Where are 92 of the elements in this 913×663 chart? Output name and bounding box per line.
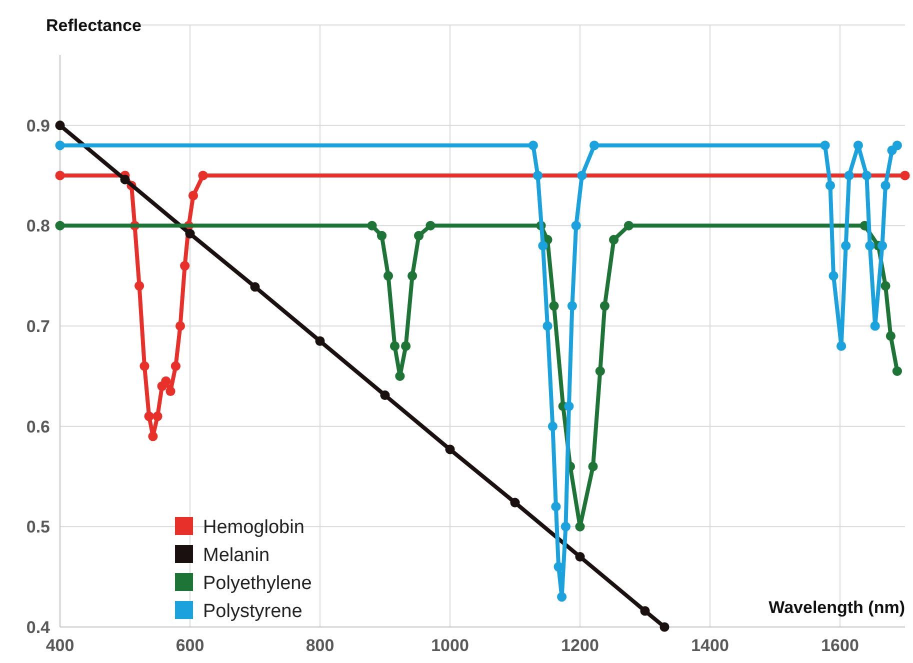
legend-label: Polyethylene bbox=[203, 573, 312, 594]
point bbox=[367, 220, 377, 230]
point bbox=[577, 170, 587, 180]
point bbox=[376, 230, 387, 240]
point bbox=[445, 444, 455, 454]
point bbox=[836, 341, 846, 351]
point bbox=[862, 170, 872, 180]
point bbox=[140, 361, 150, 371]
y-tick-label: 0.6 bbox=[26, 417, 50, 436]
point bbox=[828, 271, 838, 281]
point bbox=[575, 522, 585, 532]
point bbox=[250, 282, 260, 292]
point bbox=[198, 170, 208, 180]
point bbox=[557, 592, 567, 602]
point bbox=[575, 552, 585, 562]
point bbox=[380, 390, 390, 400]
y-tick-label: 0.5 bbox=[26, 518, 50, 537]
point bbox=[426, 220, 436, 230]
point bbox=[175, 321, 186, 331]
y-tick-label: 0.7 bbox=[26, 317, 50, 336]
point bbox=[841, 240, 851, 251]
x-tick-label: 800 bbox=[306, 636, 334, 655]
legend-label: Polystyrene bbox=[203, 601, 302, 622]
point bbox=[315, 336, 325, 346]
x-tick-label: 400 bbox=[46, 636, 74, 655]
point bbox=[548, 422, 558, 432]
y-tick-label: 0.9 bbox=[26, 116, 50, 136]
point bbox=[870, 321, 880, 331]
point bbox=[600, 301, 610, 311]
point bbox=[148, 432, 158, 442]
point bbox=[567, 301, 577, 311]
point bbox=[551, 502, 561, 512]
point bbox=[542, 321, 552, 331]
legend-label: Hemoglobin bbox=[203, 517, 304, 538]
point bbox=[640, 606, 650, 616]
point bbox=[166, 386, 176, 396]
point bbox=[134, 281, 144, 291]
point bbox=[844, 170, 854, 180]
legend-label: Melanin bbox=[203, 545, 270, 566]
point bbox=[609, 234, 619, 245]
y-tick-label: 0.8 bbox=[26, 216, 50, 236]
point bbox=[55, 140, 65, 150]
point bbox=[170, 361, 180, 371]
point bbox=[390, 341, 400, 351]
point bbox=[120, 174, 130, 184]
point bbox=[538, 240, 548, 251]
x-axis-title: Wavelength (nm) bbox=[768, 598, 905, 617]
point bbox=[880, 180, 890, 190]
point bbox=[571, 220, 581, 230]
point bbox=[820, 140, 830, 150]
point bbox=[880, 281, 890, 291]
point bbox=[886, 331, 896, 341]
point bbox=[152, 412, 162, 422]
point bbox=[180, 261, 190, 271]
point bbox=[532, 170, 543, 180]
point bbox=[383, 271, 394, 281]
point bbox=[528, 140, 538, 150]
point bbox=[825, 180, 836, 190]
point bbox=[877, 240, 888, 251]
point bbox=[55, 170, 65, 180]
point bbox=[892, 140, 902, 150]
point bbox=[564, 401, 574, 412]
point bbox=[185, 228, 195, 238]
point bbox=[624, 220, 634, 230]
y-tick-label: 0.4 bbox=[26, 618, 51, 637]
x-tick-label: 1400 bbox=[691, 636, 729, 655]
point bbox=[510, 498, 520, 508]
point bbox=[853, 140, 863, 150]
point bbox=[549, 301, 559, 311]
point bbox=[401, 341, 411, 351]
point bbox=[660, 622, 670, 632]
point bbox=[188, 190, 198, 200]
point bbox=[892, 366, 902, 376]
point bbox=[161, 376, 171, 386]
point bbox=[590, 140, 600, 150]
x-tick-label: 1200 bbox=[561, 636, 599, 655]
point bbox=[560, 522, 570, 532]
point bbox=[55, 220, 65, 230]
x-tick-label: 600 bbox=[176, 636, 204, 655]
point bbox=[865, 240, 875, 251]
x-tick-label: 1600 bbox=[821, 636, 859, 655]
y-axis-title: Reflectance bbox=[46, 16, 142, 35]
point bbox=[588, 462, 598, 472]
point bbox=[595, 366, 605, 376]
point bbox=[408, 271, 418, 281]
point bbox=[554, 562, 564, 572]
point bbox=[144, 412, 154, 422]
x-tick-label: 1000 bbox=[431, 636, 469, 655]
point bbox=[414, 230, 424, 240]
point bbox=[395, 371, 405, 381]
point bbox=[55, 120, 65, 130]
point bbox=[900, 170, 910, 180]
